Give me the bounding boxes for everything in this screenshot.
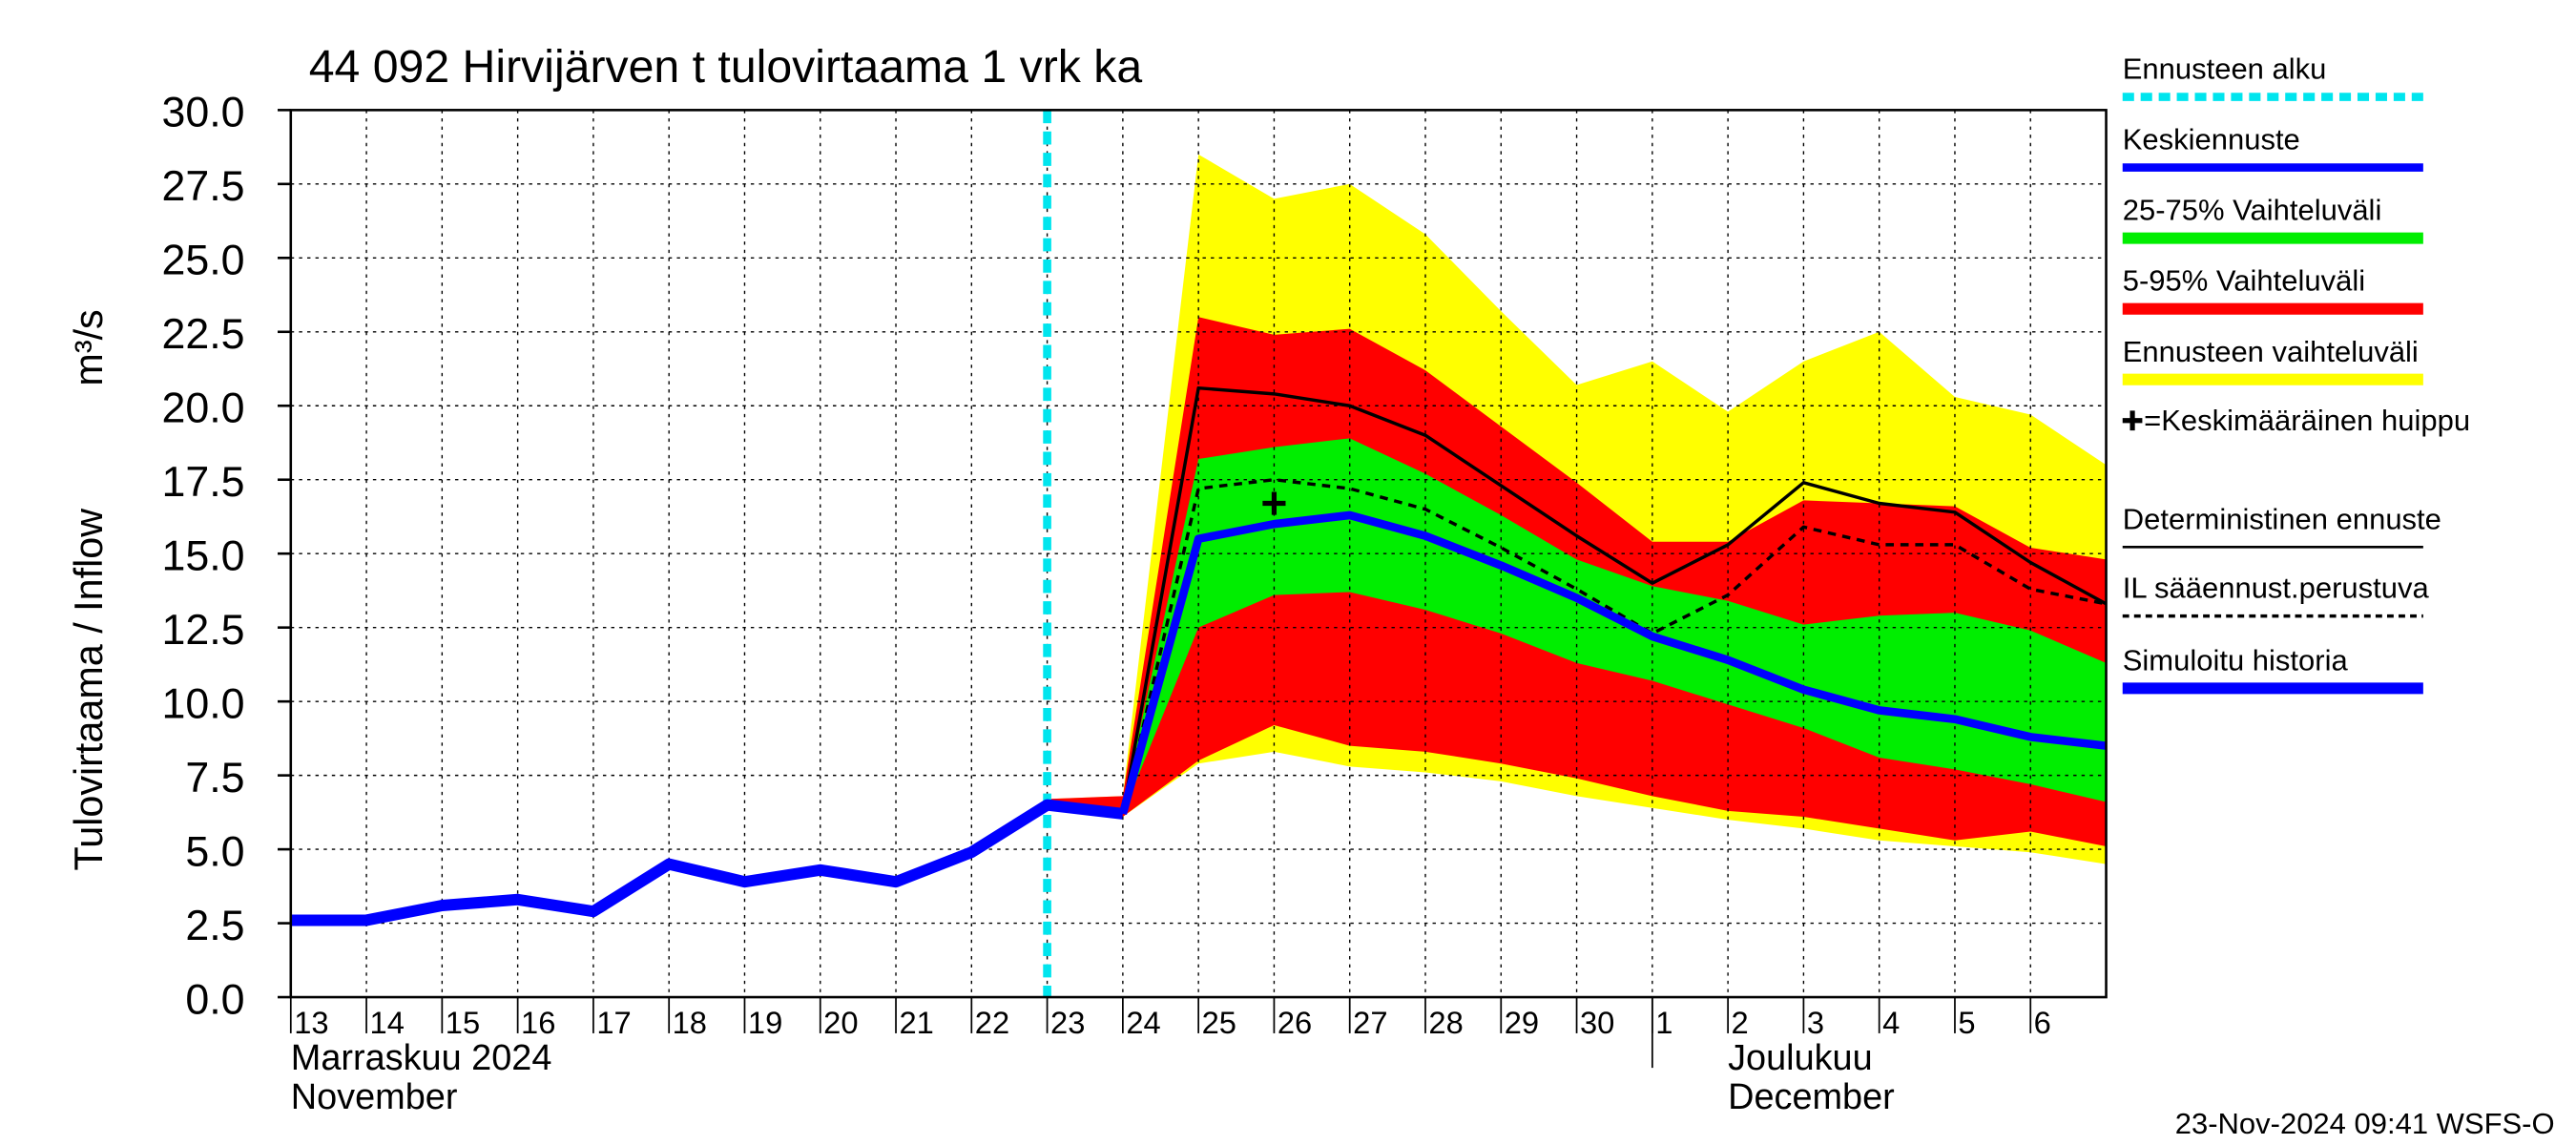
series-line xyxy=(1121,385,2108,815)
x-tick-label: 3 xyxy=(1807,1005,1824,1040)
peak-marker xyxy=(1262,491,1286,515)
month-label: Joulukuu xyxy=(1728,1038,1873,1078)
y-tick-label: 12.5 xyxy=(161,606,244,654)
y-tick-label: 27.5 xyxy=(161,162,244,210)
legend-label: Simuloitu historia xyxy=(2123,643,2349,677)
y-tick-label: 22.5 xyxy=(161,310,244,358)
x-tick-label: 1 xyxy=(1655,1005,1672,1040)
x-tick-label: 13 xyxy=(294,1005,328,1040)
series-line xyxy=(1118,510,2108,816)
month-label: December xyxy=(1728,1077,1895,1117)
month-label: Marraskuu 2024 xyxy=(291,1038,552,1078)
x-tick-label: 27 xyxy=(1353,1005,1387,1040)
x-tick-label: 19 xyxy=(748,1005,782,1040)
y-tick-label: 7.5 xyxy=(185,754,244,802)
y-tick-label: 5.0 xyxy=(185,827,244,875)
legend-label: IL sääennust.perustuva xyxy=(2123,572,2430,605)
x-tick-label: 26 xyxy=(1278,1005,1312,1040)
legend-label: =Keskimääräinen huippu xyxy=(2144,404,2470,437)
legend-label: Ennusteen alku xyxy=(2123,52,2327,86)
x-tick-label: 22 xyxy=(975,1005,1009,1040)
y-tick-label: 0.0 xyxy=(185,975,244,1023)
legend-label: Ennusteen vaihteluväli xyxy=(2123,335,2419,368)
x-tick-label: 16 xyxy=(521,1005,555,1040)
x-tick-label: 4 xyxy=(1882,1005,1900,1040)
chart-title: 44 092 Hirvijärven t tulovirtaama 1 vrk … xyxy=(309,41,1143,93)
x-tick-label: 2 xyxy=(1732,1005,1749,1040)
legend-label: Deterministinen ennuste xyxy=(2123,502,2441,535)
band xyxy=(1047,438,2107,814)
x-tick-label: 17 xyxy=(596,1005,631,1040)
legend-label: 5-95% Vaihteluväli xyxy=(2123,264,2365,298)
x-tick-label: 5 xyxy=(1958,1005,1975,1040)
y-tick-label: 15.0 xyxy=(161,531,244,579)
y-tick-label: 20.0 xyxy=(161,384,244,431)
x-tick-label: 23 xyxy=(1050,1005,1085,1040)
x-tick-label: 15 xyxy=(446,1005,480,1040)
legend-label: 25-75% Vaihteluväli xyxy=(2123,194,2382,227)
y-axis-unit: m³/s xyxy=(67,309,111,385)
x-tick-label: 14 xyxy=(370,1005,405,1040)
x-tick-label: 6 xyxy=(2034,1005,2051,1040)
x-tick-label: 29 xyxy=(1505,1005,1539,1040)
y-tick-label: 17.5 xyxy=(161,458,244,506)
x-tick-label: 21 xyxy=(899,1005,933,1040)
y-tick-label: 30.0 xyxy=(161,89,244,136)
y-tick-label: 25.0 xyxy=(161,237,244,284)
x-tick-label: 30 xyxy=(1580,1005,1614,1040)
y-axis-label: Tulovirtaama / Inflow xyxy=(67,509,111,871)
month-label: November xyxy=(291,1077,458,1117)
x-tick-label: 18 xyxy=(673,1005,707,1040)
y-tick-label: 10.0 xyxy=(161,679,244,727)
series-line xyxy=(290,799,1124,926)
y-tick-label: 2.5 xyxy=(185,902,244,949)
x-tick-label: 20 xyxy=(823,1005,858,1040)
plot-frame xyxy=(289,109,2108,999)
x-tick-label: 28 xyxy=(1428,1005,1463,1040)
x-tick-label: 25 xyxy=(1202,1005,1236,1040)
legend-marker xyxy=(2122,410,2143,431)
legend-label: Keskiennuste xyxy=(2123,123,2300,156)
timestamp: 23-Nov-2024 09:41 WSFS-O xyxy=(2175,1107,2555,1140)
x-tick-label: 24 xyxy=(1126,1005,1160,1040)
